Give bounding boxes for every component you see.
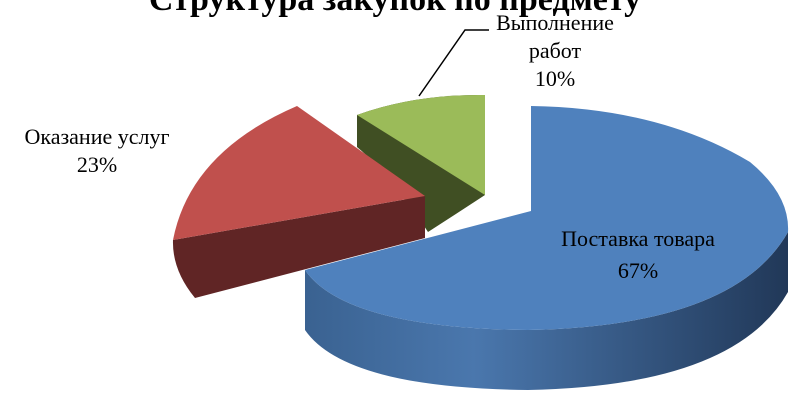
leader-line-vypolnenie-rabot	[418, 29, 489, 97]
data-label-okazanie-uslug: Оказание услуг 23%	[24, 124, 169, 177]
slice-top-postavka-tovara	[305, 106, 789, 330]
label-value-okazanie-uslug: 23%	[77, 152, 117, 177]
label-name-vypolnenie-rabot-line1: Выполнение	[496, 10, 614, 35]
label-name-okazanie-uslug: Оказание услуг	[24, 124, 169, 149]
pie-slice-vypolnenie-rabot	[357, 94, 485, 232]
label-value-postavka-tovara: 67%	[618, 258, 658, 283]
data-label-vypolnenie-rabot: Выполнение работ 10%	[496, 10, 614, 91]
slice-side-okazanie-uslug	[172, 196, 425, 298]
label-name-vypolnenie-rabot-line2: работ	[529, 38, 582, 63]
slice-side-postavka-tovara	[305, 232, 788, 390]
label-name-postavka-tovara: Поставка товара	[561, 226, 715, 251]
chart-title: Структура закупок по предмету	[149, 0, 641, 18]
pie-slice-okazanie-uslug	[172, 106, 425, 298]
slice-top-okazanie-uslug	[173, 106, 425, 240]
data-label-postavka-tovara: Поставка товара 67%	[561, 226, 715, 283]
label-value-vypolnenie-rabot: 10%	[535, 66, 575, 91]
pie-slice-postavka-tovara	[305, 106, 789, 390]
slice-top-vypolnenie-rabot	[357, 94, 485, 195]
